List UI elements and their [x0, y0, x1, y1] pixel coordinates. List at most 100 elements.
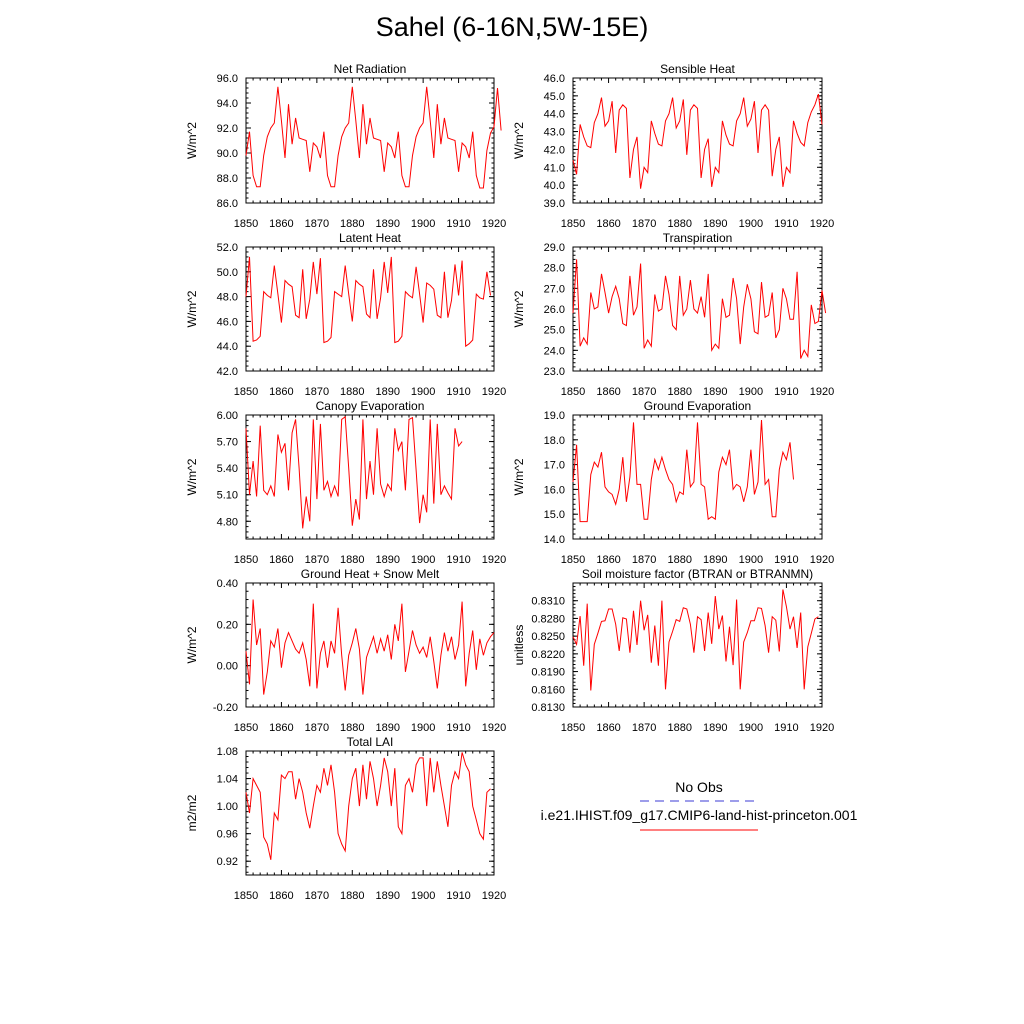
x-tick-label: 1900	[739, 218, 763, 230]
x-tick-label: 1860	[269, 890, 293, 902]
axes: 1850 1860 1870 1880 1890 1900 1910 1920 0.92 0.96…	[217, 746, 507, 902]
x-tick-label: 1880	[667, 554, 691, 566]
y-axis-label: unitless	[512, 625, 526, 666]
y-tick-label: 15.0	[544, 509, 565, 521]
y-tick-label: 16.0	[544, 484, 565, 496]
x-tick-label: 1920	[810, 722, 834, 734]
y-axis-label: W/m^2	[512, 458, 526, 495]
y-tick-label: 45.0	[544, 91, 565, 103]
legend-obs-label: No Obs	[675, 779, 722, 795]
y-tick-label: 17.0	[544, 460, 565, 472]
x-tick-label: 1880	[340, 554, 364, 566]
y-tick-label: 0.8130	[531, 702, 565, 714]
y-tick-label: 41.0	[544, 162, 565, 174]
x-tick-label: 1890	[375, 554, 399, 566]
x-tick-label: 1850	[561, 554, 585, 566]
x-tick-label: 1910	[446, 722, 470, 734]
x-tick-label: 1920	[482, 386, 506, 398]
y-tick-label: -0.20	[213, 702, 238, 714]
y-tick-label: 0.96	[217, 829, 238, 841]
x-tick-label: 1870	[632, 386, 656, 398]
x-tick-label: 1910	[774, 386, 798, 398]
y-tick-label: 96.0	[217, 73, 238, 85]
y-tick-label: 25.0	[544, 325, 565, 337]
x-tick-label: 1920	[810, 386, 834, 398]
series-line	[245, 752, 491, 860]
x-tick-label: 1860	[596, 554, 620, 566]
x-tick-label: 1860	[596, 386, 620, 398]
x-tick-label: 1920	[810, 218, 834, 230]
panel-net-radiation: 1850 1860 1870 1880 1890 1900 1910 1920 86.0 88.0…	[185, 62, 506, 230]
panel-sensible-heat: 1850 1860 1870 1880 1890 1900 1910 1920 39.0 40.0…	[512, 62, 834, 230]
y-tick-label: 5.70	[217, 437, 238, 449]
panel-canopy-evaporation: 1850 1860 1870 1880 1890 1900 1910 1920 4.80 5.10…	[185, 399, 506, 566]
x-tick-label: 1850	[234, 218, 258, 230]
x-tick-label: 1880	[340, 722, 364, 734]
x-tick-label: 1900	[411, 218, 435, 230]
y-tick-label: 27.0	[544, 283, 565, 295]
x-tick-label: 1880	[667, 386, 691, 398]
plot-frame	[572, 582, 823, 708]
x-tick-label: 1870	[305, 386, 329, 398]
page-title: Sahel (6-16N,5W-15E)	[375, 12, 649, 42]
y-tick-label: 1.04	[217, 774, 238, 786]
x-tick-label: 1900	[411, 890, 435, 902]
x-tick-label: 1860	[596, 722, 620, 734]
series-line	[572, 589, 819, 691]
x-tick-label: 1860	[269, 722, 293, 734]
x-tick-label: 1910	[774, 218, 798, 230]
x-tick-label: 1910	[446, 218, 470, 230]
panel-title: Net Radiation	[334, 62, 407, 76]
axes: 1850 1860 1870 1880 1890 1900 1910 1920 -0.20 0.0…	[213, 578, 506, 734]
x-tick-label: 1870	[305, 890, 329, 902]
panel-soil-moisture-factor: 1850 1860 1870 1880 1890 1900 1910 1920 0.8130 0.…	[512, 567, 834, 734]
y-tick-label: 5.40	[217, 463, 238, 475]
x-tick-label: 1890	[375, 890, 399, 902]
x-tick-label: 1920	[482, 554, 506, 566]
x-tick-label: 1900	[739, 722, 763, 734]
axes: 1850 1860 1870 1880 1890 1900 1910 1920 23.0 24.0…	[544, 242, 835, 398]
axes: 1850 1860 1870 1880 1890 1900 1910 1920 42.0 44.0…	[217, 242, 507, 398]
panel-title: Ground Evaporation	[644, 399, 751, 413]
y-tick-label: 14.0	[544, 534, 565, 546]
panel-ground-evaporation: 1850 1860 1870 1880 1890 1900 1910 1920 14.0 15.0…	[512, 399, 834, 566]
x-tick-label: 1890	[703, 554, 727, 566]
series-line	[245, 86, 502, 189]
x-tick-label: 1900	[411, 554, 435, 566]
y-tick-label: 0.00	[217, 661, 238, 673]
y-tick-label: 23.0	[544, 366, 565, 378]
y-tick-label: 0.8250	[531, 631, 565, 643]
y-tick-label: 0.8280	[531, 613, 565, 625]
plot-frame	[245, 582, 495, 708]
legend-model-label: i.e21.IHIST.f09_g17.CMIP6-land-hist-prin…	[541, 807, 858, 823]
y-axis-label: W/m^2	[512, 122, 526, 159]
axes: 1850 1860 1870 1880 1890 1900 1910 1920 14.0 15.0…	[544, 410, 835, 566]
x-tick-label: 1900	[739, 386, 763, 398]
y-tick-label: 18.0	[544, 435, 565, 447]
panel-title: Canopy Evaporation	[316, 399, 425, 413]
y-tick-label: 5.10	[217, 490, 238, 502]
x-tick-label: 1850	[561, 722, 585, 734]
y-axis-label: m2/m2	[185, 794, 199, 831]
y-tick-label: 1.08	[217, 746, 238, 758]
x-tick-label: 1920	[482, 722, 506, 734]
y-tick-label: 26.0	[544, 304, 565, 316]
y-tick-label: 52.0	[217, 242, 238, 254]
y-tick-label: 28.0	[544, 263, 565, 275]
y-axis-label: W/m^2	[185, 458, 199, 495]
x-tick-label: 1870	[305, 554, 329, 566]
y-tick-label: 88.0	[217, 173, 238, 185]
y-axis-label: W/m^2	[185, 626, 199, 663]
x-tick-label: 1850	[234, 722, 258, 734]
x-tick-label: 1870	[632, 218, 656, 230]
y-tick-label: 0.40	[217, 578, 238, 590]
x-tick-label: 1900	[411, 722, 435, 734]
x-tick-label: 1910	[446, 386, 470, 398]
x-tick-label: 1850	[561, 218, 585, 230]
x-tick-label: 1850	[234, 890, 258, 902]
y-tick-label: 40.0	[544, 180, 565, 192]
panel-transpiration: 1850 1860 1870 1880 1890 1900 1910 1920 23.0 24.0…	[512, 231, 834, 398]
x-tick-label: 1910	[774, 554, 798, 566]
x-tick-label: 1890	[375, 218, 399, 230]
